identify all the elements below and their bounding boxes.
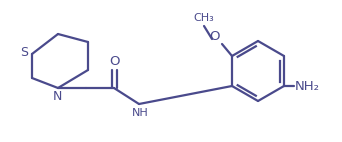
- Text: O: O: [209, 30, 219, 42]
- Text: O: O: [109, 55, 119, 67]
- Text: NH₂: NH₂: [294, 80, 319, 92]
- Text: CH₃: CH₃: [194, 13, 214, 23]
- Text: N: N: [52, 89, 62, 103]
- Text: S: S: [20, 45, 28, 59]
- Text: NH: NH: [132, 108, 148, 118]
